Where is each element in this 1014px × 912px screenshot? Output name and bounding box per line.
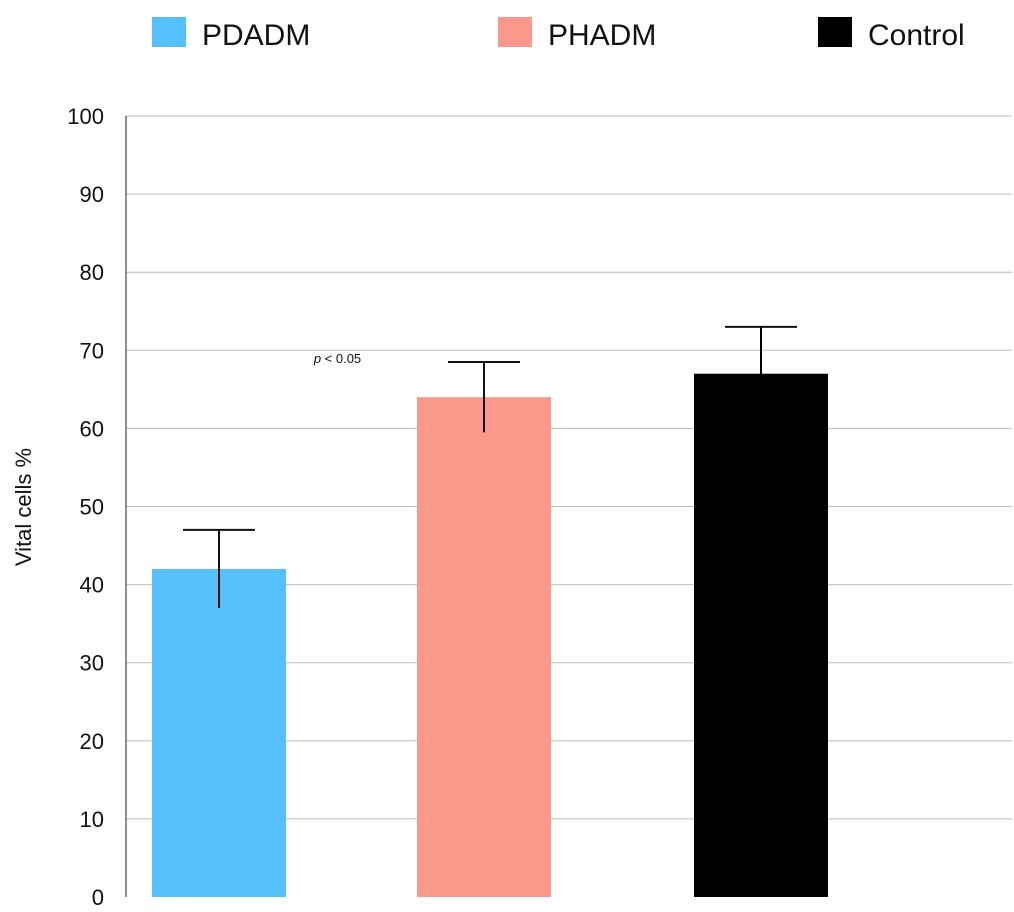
y-tick-label-40: 40 (80, 573, 104, 598)
y-tick-label-50: 50 (80, 495, 104, 520)
y-tick-label-100: 100 (67, 104, 104, 129)
bar-pdadm (152, 568, 286, 897)
legend-item-phadm: PHADM (498, 17, 656, 52)
annotations: p < 0.05 (313, 351, 361, 366)
bar-control (694, 373, 828, 898)
y-tick-label-60: 60 (80, 416, 104, 441)
y-tick-label-30: 30 (80, 651, 104, 676)
legend-label-phadm: PHADM (548, 19, 656, 52)
legend-swatch-control (818, 17, 852, 47)
y-axis-label: Vital cells % (11, 448, 36, 566)
error-bars (183, 325, 797, 609)
legend-label-pdadm: PDADM (202, 19, 310, 52)
y-tick-label-20: 20 (80, 729, 104, 754)
legend-label-control: Control (868, 19, 965, 52)
y-tick-label-90: 90 (80, 182, 104, 207)
legend-item-pdadm: PDADM (152, 17, 310, 52)
p-value-annotation: p < 0.05 (313, 351, 361, 366)
legend-swatch-phadm (498, 17, 532, 47)
y-tick-label-80: 80 (80, 260, 104, 285)
error-bar-control (725, 325, 797, 421)
error-bar-pdadm (183, 528, 255, 609)
legend: PDADM PHADM Control (152, 17, 965, 52)
error-bar-phadm (448, 361, 520, 433)
y-tick-label-70: 70 (80, 338, 104, 363)
y-axis: 0 10 20 30 40 50 60 70 80 90 100 (67, 104, 127, 910)
legend-swatch-pdadm (152, 17, 186, 47)
bars (152, 373, 828, 898)
y-tick-label-0: 0 (92, 885, 104, 907)
bar-phadm (417, 397, 551, 897)
y-tick-label-10: 10 (80, 807, 104, 832)
legend-item-control: Control (818, 17, 965, 52)
